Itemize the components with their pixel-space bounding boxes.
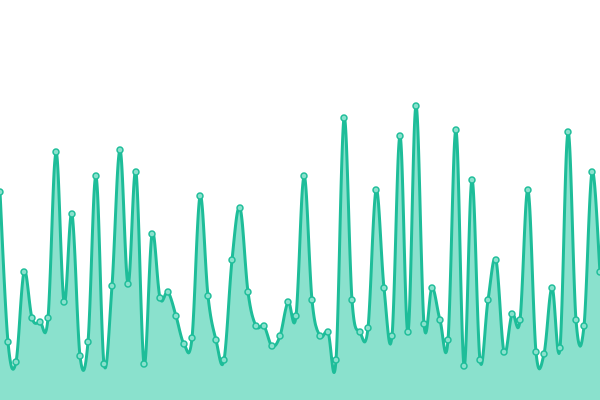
data-point <box>332 356 340 364</box>
data-point <box>220 356 228 364</box>
plot-area <box>0 102 600 400</box>
data-point <box>36 318 44 326</box>
data-point <box>284 298 292 306</box>
data-point <box>180 340 188 348</box>
data-point <box>420 320 428 328</box>
data-point <box>532 348 540 356</box>
data-point <box>580 322 588 330</box>
data-point <box>356 328 364 336</box>
data-point <box>524 186 532 194</box>
data-point <box>564 128 572 136</box>
data-point <box>260 322 268 330</box>
data-point <box>316 332 324 340</box>
data-point <box>380 284 388 292</box>
data-point <box>252 322 260 330</box>
data-point <box>244 288 252 296</box>
data-point <box>84 338 92 346</box>
data-point <box>340 114 348 122</box>
series-line <box>0 104 600 374</box>
data-point <box>300 172 308 180</box>
data-point <box>428 284 436 292</box>
data-point <box>108 282 116 290</box>
data-point <box>196 192 204 200</box>
data-point <box>364 324 372 332</box>
data-point <box>324 328 332 336</box>
data-point <box>100 360 108 368</box>
data-point <box>468 176 476 184</box>
data-point <box>20 268 28 276</box>
data-point <box>0 188 4 196</box>
data-point <box>388 332 396 340</box>
data-point <box>156 294 164 302</box>
data-point <box>500 348 508 356</box>
data-point <box>492 256 500 264</box>
data-point <box>436 316 444 324</box>
data-point <box>444 336 452 344</box>
data-point <box>188 334 196 342</box>
data-point <box>148 230 156 238</box>
data-point <box>236 204 244 212</box>
data-point <box>484 296 492 304</box>
data-point <box>12 358 20 366</box>
data-point <box>276 332 284 340</box>
data-point <box>124 280 132 288</box>
data-point <box>44 314 52 322</box>
data-point <box>572 316 580 324</box>
data-point <box>204 292 212 300</box>
data-point <box>404 328 412 336</box>
data-point <box>164 288 172 296</box>
data-point <box>348 296 356 304</box>
data-point <box>476 356 484 364</box>
data-point <box>596 268 600 276</box>
data-point <box>132 168 140 176</box>
data-point <box>60 298 68 306</box>
data-point <box>540 350 548 358</box>
data-point <box>556 344 564 352</box>
data-point <box>508 310 516 318</box>
data-point <box>228 256 236 264</box>
data-point <box>548 284 556 292</box>
data-point <box>116 146 124 154</box>
data-point <box>268 342 276 350</box>
data-point <box>372 186 380 194</box>
data-point <box>396 132 404 140</box>
data-point <box>76 352 84 360</box>
data-point <box>452 126 460 134</box>
data-point <box>292 312 300 320</box>
data-point <box>92 172 100 180</box>
data-point <box>308 296 316 304</box>
data-point <box>28 314 36 322</box>
data-point <box>516 316 524 324</box>
data-point <box>460 362 468 370</box>
data-point <box>212 336 220 344</box>
data-points <box>0 102 600 370</box>
data-point <box>588 168 596 176</box>
data-point <box>52 148 60 156</box>
data-point <box>68 210 76 218</box>
data-point <box>140 360 148 368</box>
data-point <box>4 338 12 346</box>
data-point <box>172 312 180 320</box>
data-point <box>412 102 420 110</box>
